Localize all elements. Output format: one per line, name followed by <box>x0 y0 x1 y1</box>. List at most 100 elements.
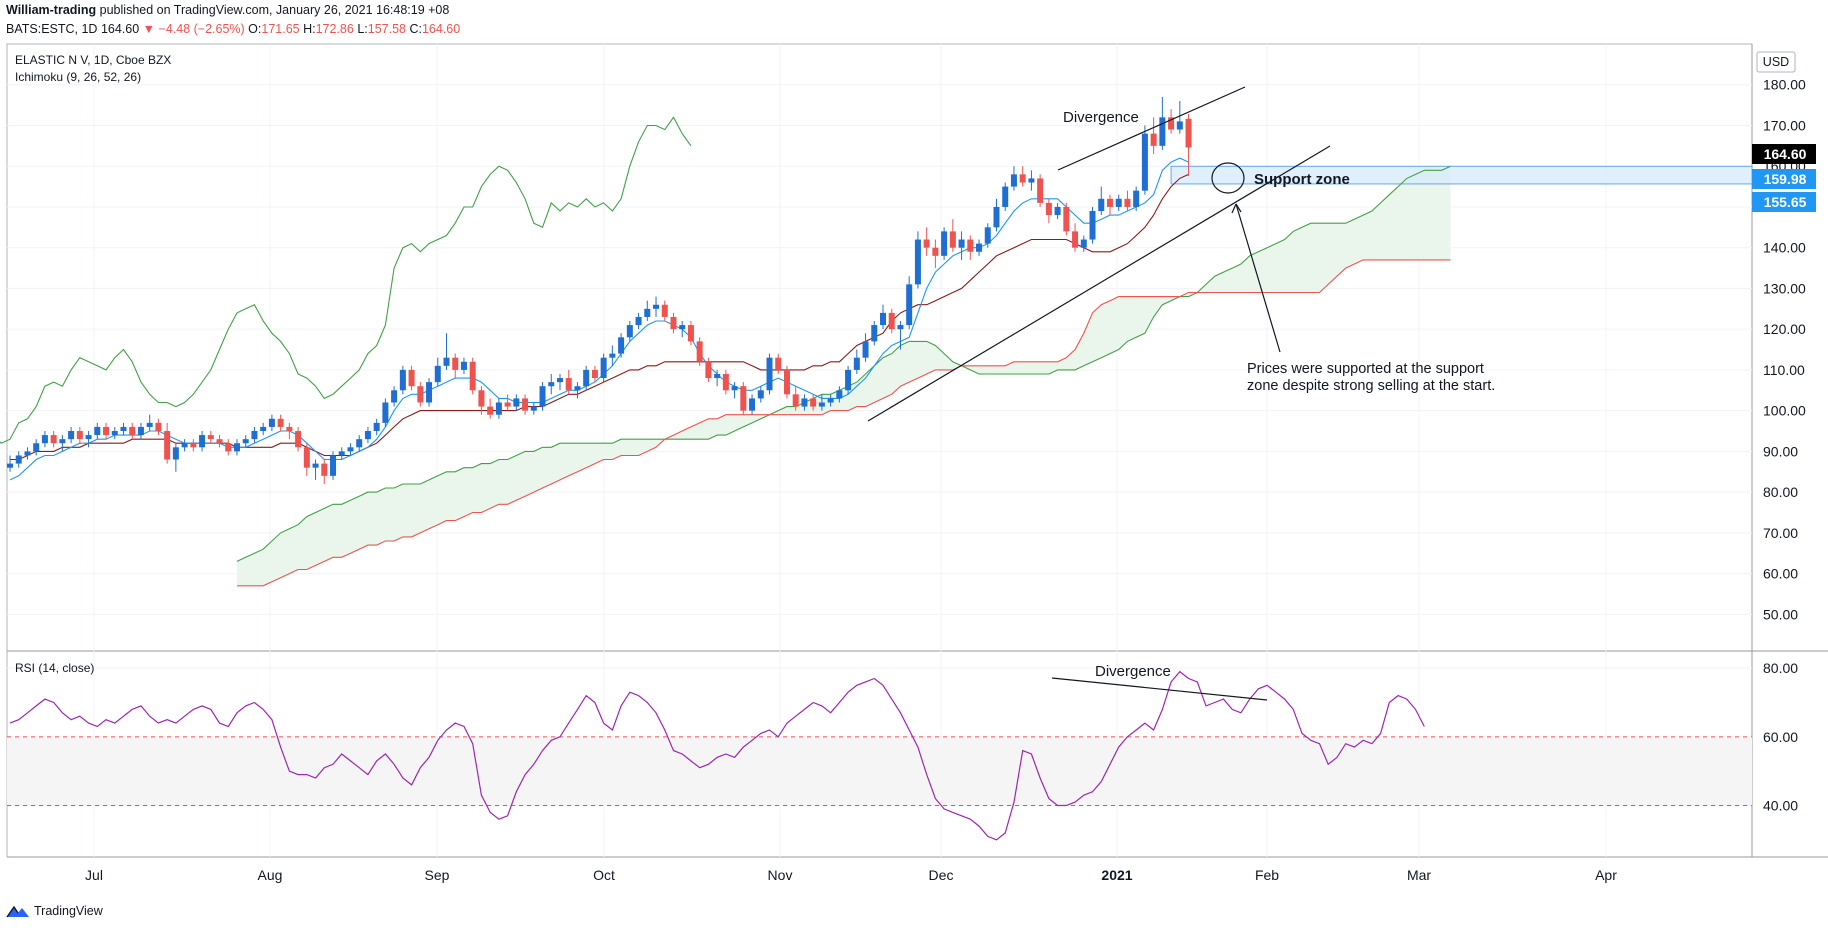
candle-body <box>845 369 852 391</box>
price-tick-label: 80.00 <box>1763 484 1798 500</box>
candle-body <box>460 361 467 370</box>
close-label: C: <box>409 22 422 36</box>
open-value: 171.65 <box>261 22 300 36</box>
note-arrow-line[interactable] <box>1235 203 1281 353</box>
currency-box[interactable] <box>1756 51 1796 73</box>
candle-body <box>574 386 581 391</box>
rsi-pane-title[interactable]: RSI (14, close) <box>15 661 94 675</box>
note-line-2[interactable]: zone despite strong selling at the start… <box>1247 378 1495 394</box>
candle-body <box>303 447 310 468</box>
candle-body <box>487 406 494 415</box>
candle-body <box>478 390 485 407</box>
price-badges: 164.60 159.98 155.65 <box>1752 144 1816 212</box>
candle-body <box>1115 198 1122 207</box>
tradingview-logo-icon <box>6 905 29 918</box>
candle-body <box>495 402 502 415</box>
candle-body <box>443 357 450 366</box>
divergence-label-rsi[interactable]: Divergence <box>1095 663 1171 680</box>
candle-body <box>233 443 240 452</box>
candle-body <box>714 373 721 379</box>
low-label: L: <box>357 22 368 36</box>
rsi-line <box>9 670 1425 841</box>
time-tick-label: Sep <box>425 867 450 883</box>
candle-body <box>172 447 179 460</box>
candle-body <box>190 443 197 448</box>
rsi-tick-label: 80.00 <box>1763 660 1798 676</box>
candle-body <box>556 378 563 383</box>
candle-body <box>591 369 598 379</box>
change-text: ▼ −4.48 (−2.65%) <box>142 22 245 36</box>
divergence-label-price[interactable]: Divergence <box>1063 109 1139 126</box>
candle-body <box>111 431 118 436</box>
time-tick-label: Nov <box>768 867 793 883</box>
time-tick-label: Dec <box>929 867 954 883</box>
candle-body <box>260 426 267 432</box>
zone-top-badge <box>1752 169 1816 189</box>
rsi-divergence-line[interactable] <box>1051 677 1268 701</box>
publish-header: William-trading published on TradingView… <box>6 3 449 17</box>
time-tick-label: Oct <box>593 867 615 883</box>
trendline-lower[interactable] <box>867 145 1331 422</box>
candle-body <box>382 402 389 423</box>
candle-body <box>1133 190 1140 207</box>
candle-body <box>600 357 607 379</box>
time-tick-label: Feb <box>1255 867 1279 883</box>
candle-body <box>923 239 930 248</box>
candle-body <box>7 463 13 468</box>
time-axis[interactable]: Jul Aug Sep Oct Nov Dec 2021 Feb Mar Apr <box>85 867 1617 883</box>
time-tick-label: Jul <box>85 867 103 883</box>
candle-body <box>417 386 424 403</box>
candle-body <box>1168 117 1175 130</box>
candle-body <box>225 443 232 452</box>
candle-body <box>1098 198 1105 212</box>
candle-body <box>984 227 991 244</box>
time-tick-label: Mar <box>1407 867 1431 883</box>
candle-body <box>347 447 354 452</box>
ichimoku-title[interactable]: Ichimoku (9, 26, 52, 26) <box>15 70 141 84</box>
candle-body <box>626 325 633 338</box>
candle-body <box>1159 117 1166 146</box>
candle-body <box>120 426 127 432</box>
candle-body <box>1054 206 1061 216</box>
candle-body <box>705 361 712 379</box>
zone-bottom-badge-text: 155.65 <box>1764 194 1807 210</box>
highlight-circle[interactable] <box>1211 162 1245 194</box>
span-b-line <box>237 259 1451 587</box>
candle-body <box>408 369 415 387</box>
price-tick-label: 120.00 <box>1763 321 1806 337</box>
drawings[interactable] <box>867 86 1331 701</box>
candle-body <box>199 435 206 448</box>
candle-body <box>251 431 258 440</box>
candle-body <box>565 378 572 391</box>
candle-body <box>1150 133 1157 146</box>
trendline-upper[interactable] <box>1057 86 1246 171</box>
candle-body <box>522 398 529 411</box>
candle-body <box>1106 198 1113 207</box>
candle-body <box>880 312 886 326</box>
candle-body <box>50 435 57 444</box>
candle-body <box>731 386 738 391</box>
candle-body <box>312 463 319 468</box>
note-arrow-head <box>1231 203 1242 214</box>
author-name[interactable]: William-trading <box>6 3 97 17</box>
candle-body <box>696 341 703 362</box>
time-tick-label: Aug <box>258 867 283 883</box>
candle-body <box>295 431 302 448</box>
candle-body <box>338 451 345 456</box>
ichimoku-lines <box>0 116 1451 587</box>
support-zone-label[interactable]: Support zone <box>1254 171 1350 188</box>
candle-body <box>740 386 747 411</box>
price-tick-label: 50.00 <box>1763 606 1798 622</box>
footer-branding[interactable]: TradingView <box>6 904 103 918</box>
close-value: 164.60 <box>421 22 461 36</box>
candle-body <box>810 398 817 407</box>
conversion-line <box>9 157 1189 481</box>
candle-body <box>1010 174 1017 187</box>
candle-body <box>286 426 293 432</box>
candle-body <box>504 402 511 407</box>
candle-body <box>103 426 110 436</box>
candle-body <box>41 435 48 444</box>
candle-body <box>539 386 546 407</box>
note-line-1[interactable]: Prices were supported at the support <box>1247 361 1484 377</box>
